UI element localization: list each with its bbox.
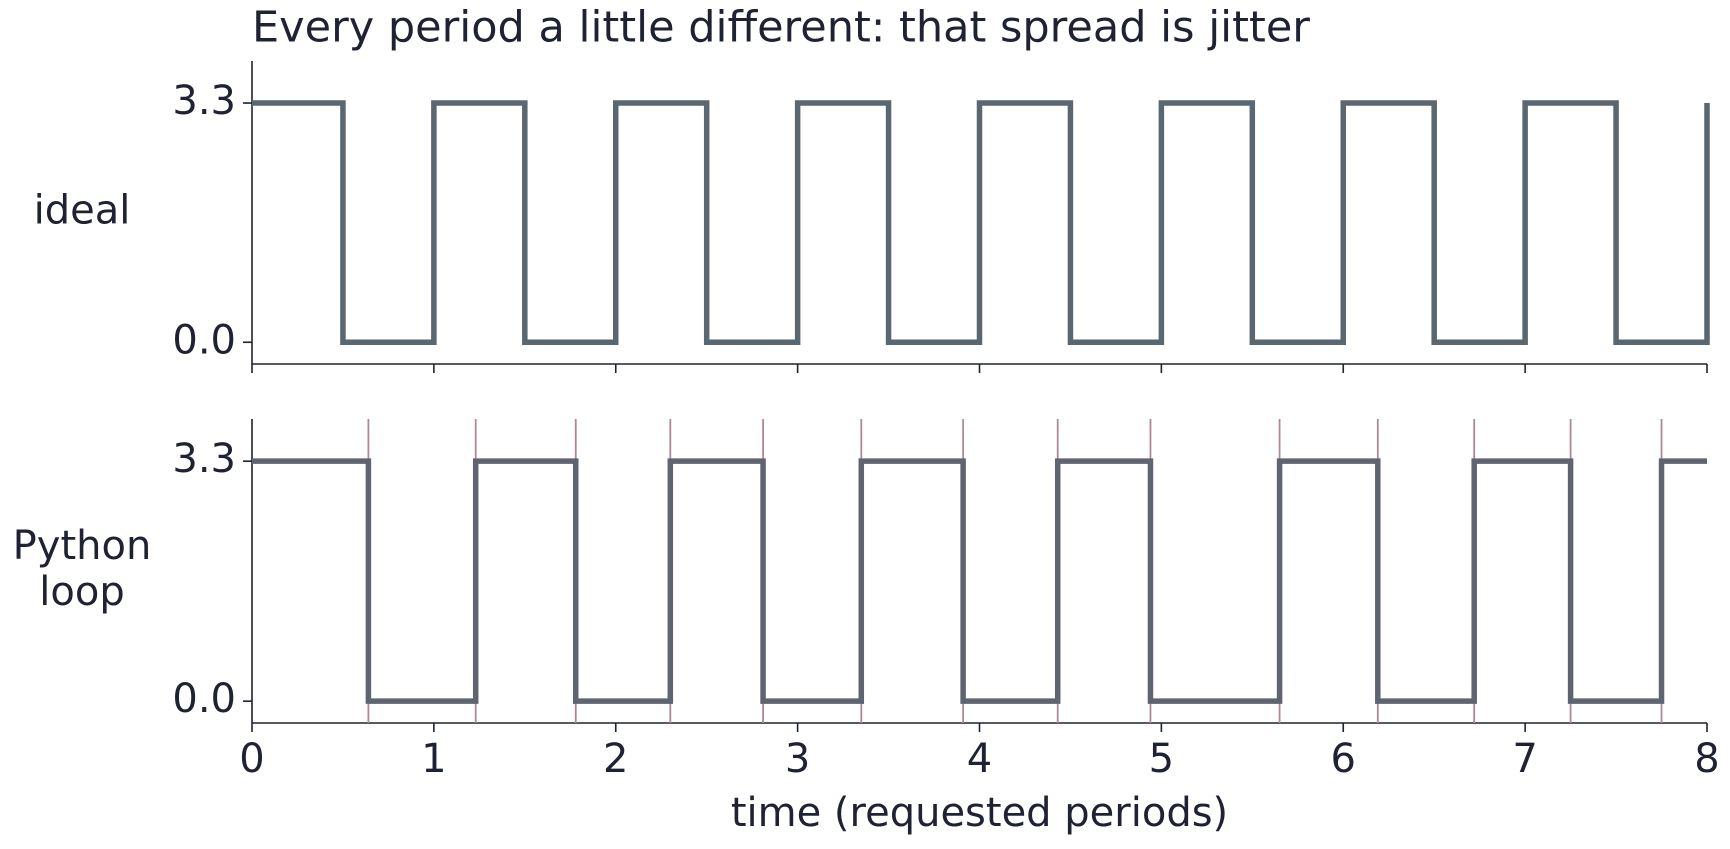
y-tick-label: 3.3 bbox=[172, 78, 236, 124]
chart-title: Every period a little different: that sp… bbox=[252, 3, 1310, 53]
x-tick-label: 2 bbox=[603, 736, 628, 782]
x-tick-label: 6 bbox=[1331, 736, 1356, 782]
x-tick-label: 4 bbox=[967, 736, 992, 782]
x-tick-label: 1 bbox=[421, 736, 446, 782]
x-tick-label: 5 bbox=[1149, 736, 1174, 782]
y-tick-label: 3.3 bbox=[172, 436, 236, 482]
step-line bbox=[252, 100, 1710, 346]
y-tick-label: 0.0 bbox=[172, 676, 236, 722]
step-line bbox=[252, 458, 1707, 704]
y-tick-label: 0.0 bbox=[172, 317, 236, 363]
x-tick-label: 0 bbox=[239, 736, 264, 782]
x-axis-label: time (requested periods) bbox=[731, 790, 1228, 836]
y-axis-label: Python bbox=[13, 523, 152, 569]
x-tick-label: 3 bbox=[785, 736, 810, 782]
x-tick-label: 8 bbox=[1694, 736, 1719, 782]
y-axis-label: ideal bbox=[34, 188, 131, 234]
x-tick-label: 7 bbox=[1512, 736, 1537, 782]
y-axis-label: loop bbox=[39, 569, 124, 615]
